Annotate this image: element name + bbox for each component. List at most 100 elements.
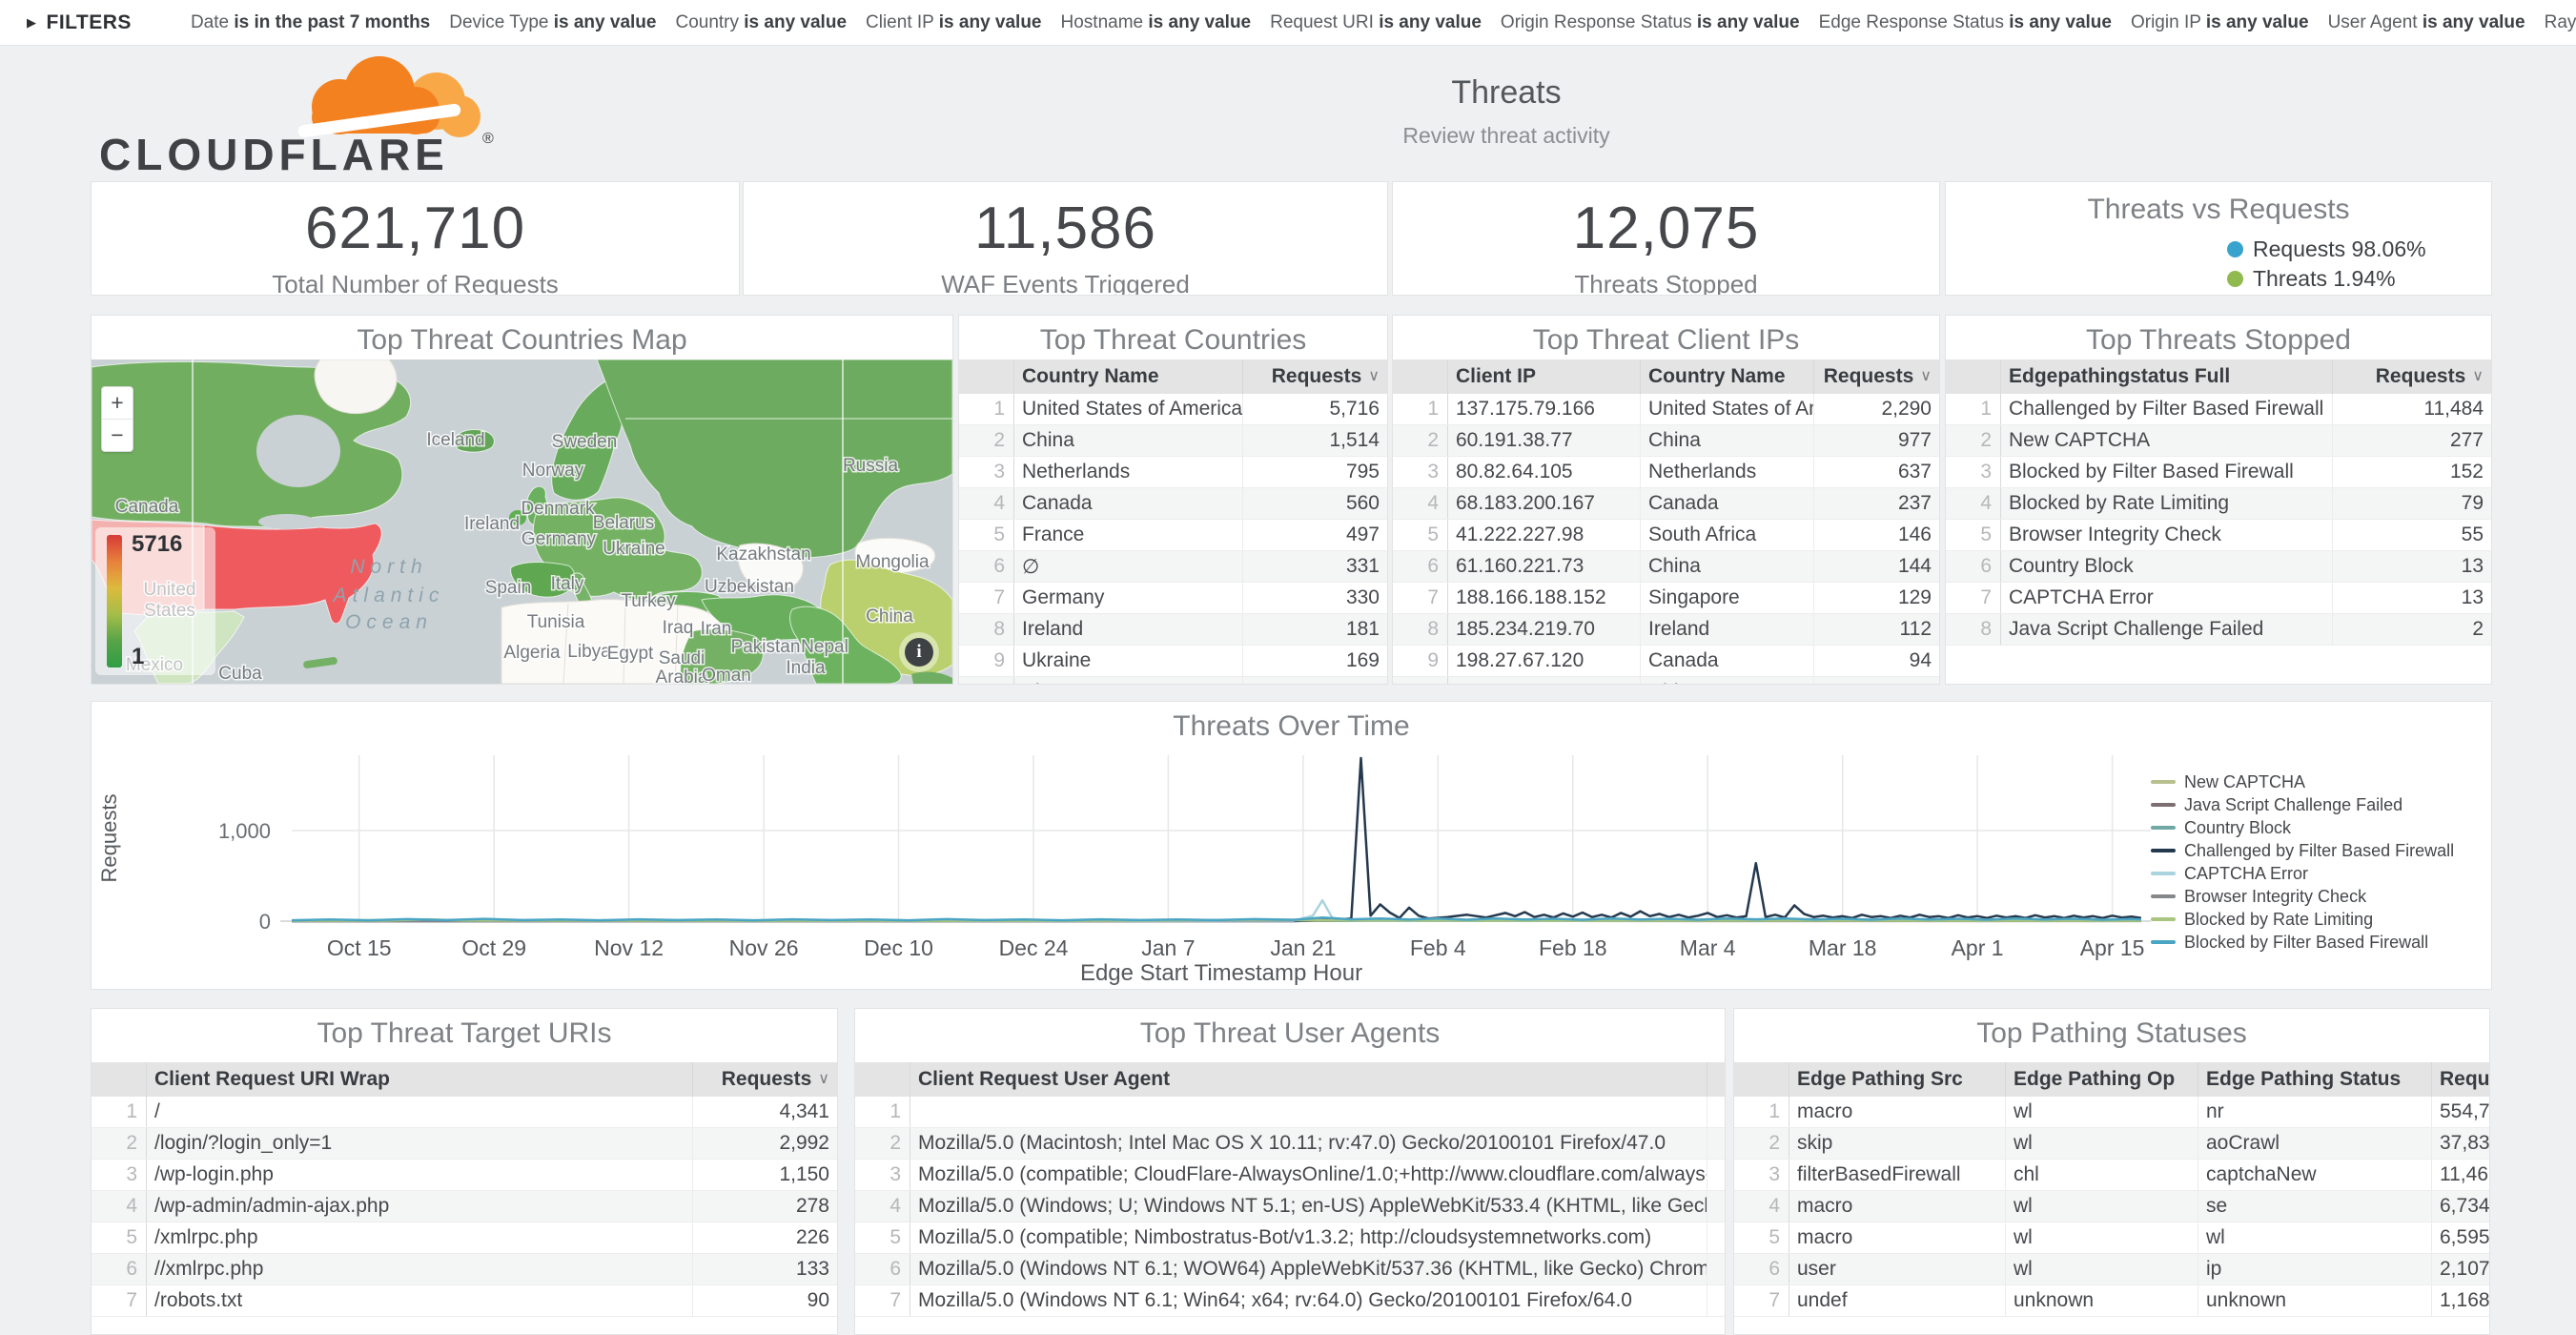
svg-text:Oct 15: Oct 15 <box>327 935 392 960</box>
filter-item[interactable]: Origin IP is any value <box>2131 12 2309 32</box>
cell: unknown <box>2005 1284 2198 1317</box>
cell: 60.191.38.77 <box>1447 424 1641 457</box>
choropleth-map: CanadaUnitedStatesMexicoCubaIcelandIrela… <box>92 359 952 684</box>
data-table: Country Name Requests ∨ 1 United States of A… <box>959 359 1387 684</box>
row-index: 5 <box>92 1222 147 1254</box>
cell <box>1707 1284 1725 1317</box>
filter-item[interactable]: Hostname is any value <box>1061 12 1252 32</box>
legend-label: Browser Integrity Check <box>2184 886 2367 906</box>
cell: 2 <box>2332 613 2491 646</box>
legend-label: Requests 98.06% <box>2253 236 2426 261</box>
cell: 79 <box>2332 487 2491 520</box>
legend-dot-icon <box>2227 241 2243 257</box>
table-row: 5 Mozilla/5.0 (compatible; Nimbostratus-B… <box>855 1222 1725 1254</box>
svg-text:Nov 12: Nov 12 <box>594 935 664 960</box>
column-header: Client IP <box>1447 359 1641 394</box>
table-row: 5/xmlrpc.php 226 <box>92 1222 837 1254</box>
table-row: 6 user wl ip 2,107 <box>1734 1253 2489 1285</box>
table-title: Top Threat Countries <box>1039 324 1307 356</box>
column-header[interactable]: Requests∨ <box>1813 359 1939 394</box>
cell <box>1707 1190 1725 1222</box>
table-row: 7 undef unknown unknown 1,168 <box>1734 1284 2489 1317</box>
filter-item[interactable]: Client IP is any value <box>866 12 1041 32</box>
cell: China <box>1640 676 1814 684</box>
filter-item[interactable]: Device Type is any value <box>449 12 656 32</box>
cell: chl <box>2005 1159 2198 1191</box>
column-header[interactable]: Requests∨ <box>2431 1062 2489 1097</box>
filter-item[interactable]: Edge Response Status is any value <box>1819 12 2112 32</box>
threat-map[interactable]: CanadaUnitedStatesMexicoCubaIcelandIrela… <box>92 359 952 684</box>
map-label: Uzbekistan <box>705 577 794 597</box>
series-line <box>292 898 2141 923</box>
filter-item[interactable]: Country is any value <box>675 12 847 32</box>
svg-text:Dec 10: Dec 10 <box>864 935 933 960</box>
legend-label: Threats 1.94% <box>2253 266 2396 291</box>
cell: macro <box>1789 1190 2006 1222</box>
table-row: 4/wp-admin/admin-ajax.php 278 <box>92 1190 837 1222</box>
filter-item[interactable]: Origin Response Status is any value <box>1501 12 1800 32</box>
table-row: 10Singapore158 <box>959 676 1387 684</box>
cell: Browser Integrity Check <box>2000 519 2333 551</box>
country-iceland <box>453 429 495 453</box>
filter-field: Date <box>190 11 230 32</box>
zoom-out-button[interactable]: − <box>111 422 124 447</box>
cell: 554,758 <box>2431 1097 2489 1128</box>
index-header <box>1946 359 2001 394</box>
filter-field: Request URI <box>1270 11 1374 32</box>
chart-legend-item: Java Script Challenge Failed <box>2151 793 2486 816</box>
map-label: Kazakhstan <box>716 544 810 565</box>
table-row: 7/robots.txt 90 <box>92 1284 837 1317</box>
row-index: 2 <box>959 424 1014 457</box>
filter-item[interactable]: User Agent is any value <box>2328 12 2525 32</box>
filter-item[interactable]: RayID is any val… <box>2545 12 2576 32</box>
data-table: Client Request User Agent 1 2 Mozilla/5.0 (… <box>855 1062 1725 1317</box>
cell: 146 <box>1813 519 1939 551</box>
column-header[interactable]: Requests∨ <box>1242 359 1387 394</box>
row-index: 4 <box>92 1190 147 1222</box>
legend-label: Challenged by Filter Based Firewall <box>2184 840 2455 860</box>
country-india-pakistan <box>789 606 902 684</box>
zoom-in-button[interactable]: + <box>102 387 133 420</box>
cell: Ireland <box>1640 613 1814 646</box>
cell: New CAPTCHA <box>2000 424 2333 457</box>
map-info-button[interactable]: i <box>899 632 939 672</box>
kpi-card-total-requests: 621,710 Total Number of Requests <box>91 181 740 296</box>
country-saudi-arabia <box>680 628 765 684</box>
row-index: 3 <box>855 1159 910 1191</box>
top-threats-stopped-card: Top Threats Stopped Edgepathingstatus Fu… <box>1945 315 2492 685</box>
cell: 88 <box>1813 676 1939 684</box>
legend-line-icon <box>2151 917 2176 921</box>
cell: wl <box>2005 1190 2198 1222</box>
table-row: 5 macro wl wl 6,595 <box>1734 1222 2489 1254</box>
table-row: 4 Blocked by Rate Limiting 79 <box>1946 487 2491 520</box>
table-row: 3 Blocked by Filter Based Firewall 152 <box>1946 456 2491 488</box>
filter-item[interactable]: Date is in the past 7 months <box>191 12 430 32</box>
series-line <box>292 756 2142 923</box>
cell: 68.183.200.167 <box>1447 487 1641 520</box>
cloudflare-logo: CLOUDFLARE ® <box>99 46 511 179</box>
svg-text:Nov 26: Nov 26 <box>729 935 799 960</box>
cell: 185.234.219.70 <box>1447 613 1641 646</box>
filter-item[interactable]: Request URI is any value <box>1270 12 1482 32</box>
filters-toggle[interactable]: ▶ FILTERS <box>27 11 132 34</box>
top-threat-countries-table: Country Name Requests ∨ 1 United States of A… <box>959 359 1387 684</box>
table-row: 2 China 1,514 <box>959 424 1387 457</box>
great-lakes <box>258 514 316 529</box>
cell: Blocked by Filter Based Firewall <box>2000 456 2333 488</box>
map-label: Denmark <box>521 499 595 519</box>
table-title: Top Threat User Agents <box>1139 1017 1441 1049</box>
column-header[interactable]: Requests∨ <box>692 1062 837 1097</box>
legend-dot-icon <box>2227 271 2243 287</box>
row-index: 5 <box>959 519 1014 551</box>
row-index: 1 <box>1393 394 1448 425</box>
table-row: 6 ∅ 331 <box>959 550 1387 583</box>
legend-label: New CAPTCHA <box>2184 771 2306 791</box>
cell: 181 <box>1242 613 1387 646</box>
column-header[interactable]: Requests∨ <box>2332 359 2491 394</box>
table-row: 1 Challenged by Filter Based Firewall 11,4… <box>1946 394 2491 425</box>
hudson-bay <box>256 415 340 487</box>
map-label: Oman <box>702 666 751 684</box>
cell: China <box>1640 550 1814 583</box>
column-header: Country Name <box>1640 359 1814 394</box>
map-label: Pakistan <box>731 637 801 657</box>
